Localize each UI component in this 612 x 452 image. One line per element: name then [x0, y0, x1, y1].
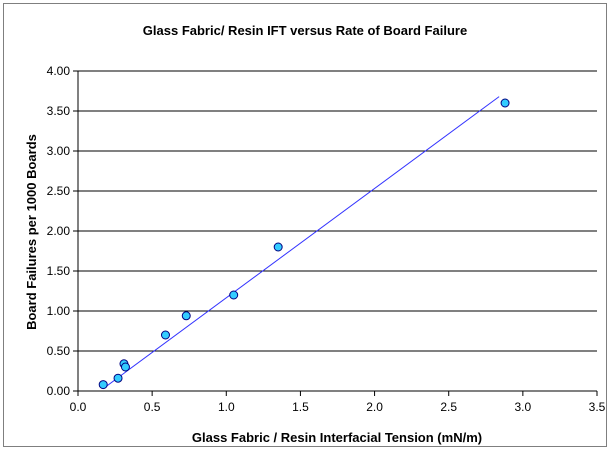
x-tick-label: 2.5: [440, 400, 457, 414]
tick-labels: 0.00 0.50 1.00 1.50 2.00 2.50 3.00 3.50 4.00 0.0 0…: [47, 64, 606, 414]
trendline-layer: [102, 96, 500, 390]
x-tick-label: 0.0: [70, 400, 87, 414]
data-point: [500, 98, 510, 108]
data-point: [160, 330, 170, 340]
x-tick-label: 1.0: [218, 400, 235, 414]
y-tick-label: 3.00: [47, 144, 71, 158]
data-point: [113, 373, 123, 383]
x-tick-label: 2.0: [366, 400, 383, 414]
x-tick-label: 0.5: [144, 400, 161, 414]
y-tick-label: 3.50: [47, 104, 71, 118]
y-tick-label: 2.50: [47, 184, 71, 198]
trendline: [102, 96, 500, 390]
data-point: [98, 380, 108, 390]
data-points: [98, 98, 510, 390]
data-point: [273, 242, 283, 252]
chart-title: Glass Fabric/ Resin IFT versus Rate of B…: [143, 23, 467, 38]
x-tick-label: 1.5: [292, 400, 309, 414]
data-point: [181, 311, 191, 321]
data-point: [229, 290, 239, 300]
gridlines: [78, 70, 597, 352]
y-tick-label: 1.00: [47, 304, 71, 318]
x-axis-title: Glass Fabric / Resin Interfacial Tension…: [192, 430, 482, 445]
y-tick-label: 0.00: [47, 384, 71, 398]
x-tick-label: 3.5: [589, 400, 606, 414]
axes: [73, 70, 598, 396]
x-tick-label: 3.0: [515, 400, 532, 414]
y-tick-label: 0.50: [47, 344, 71, 358]
y-tick-label: 4.00: [47, 64, 71, 78]
y-tick-label: 1.50: [47, 264, 71, 278]
data-point: [120, 362, 130, 372]
chart-frame: [3, 3, 607, 447]
y-axis-title: Board Failures per 1000 Boards: [24, 134, 39, 330]
y-tick-label: 2.00: [47, 224, 71, 238]
